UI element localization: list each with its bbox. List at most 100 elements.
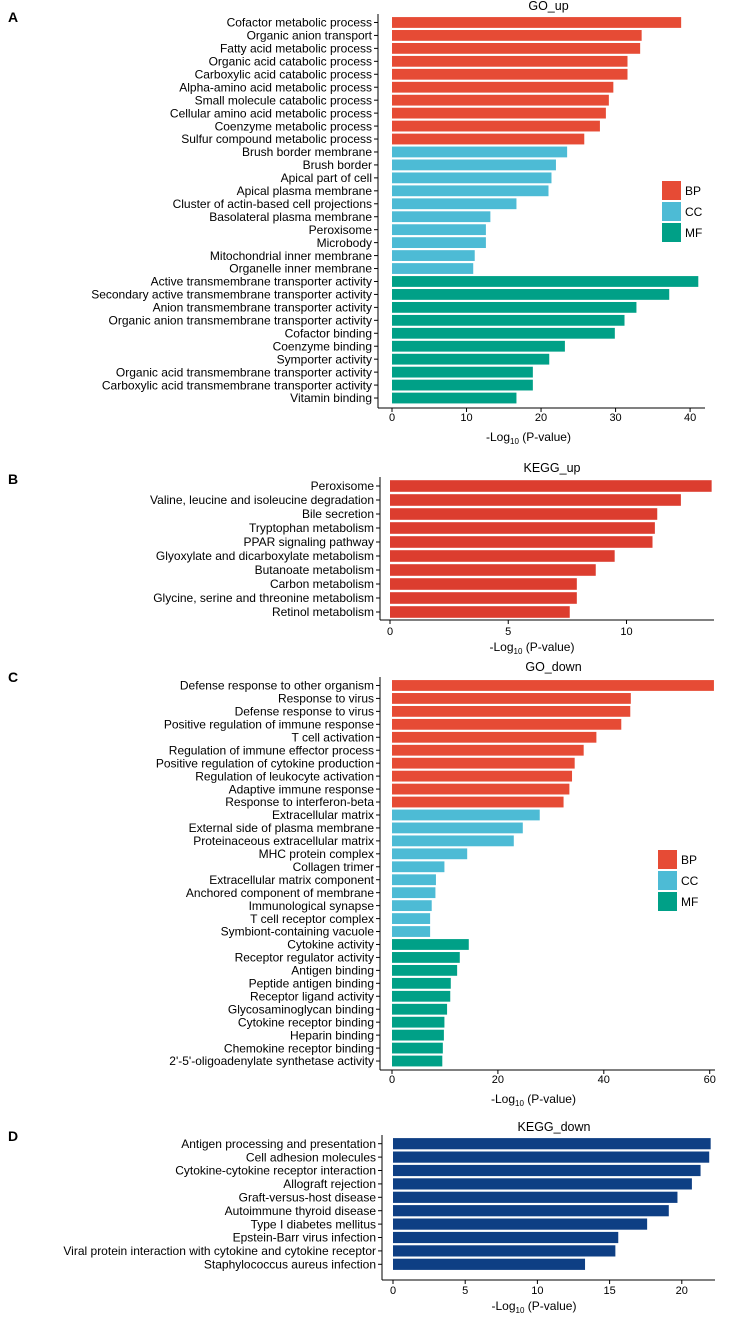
- chart-panel-d: D KEGG_down Antigen processing and present…: [8, 1120, 715, 1315]
- bar: [392, 327, 615, 339]
- bar: [390, 592, 577, 604]
- bar: [392, 107, 606, 119]
- bar: [392, 237, 486, 249]
- bar: [392, 861, 445, 873]
- x-tick-label: 0: [390, 1285, 396, 1297]
- bar: [393, 1191, 678, 1203]
- bar: [393, 1205, 669, 1217]
- category-label: Basolateral plasma membrane: [209, 210, 372, 224]
- bar: [392, 159, 556, 171]
- bar: [392, 198, 517, 210]
- category-label: Antigen processing and presentation: [181, 1137, 376, 1151]
- bar: [392, 796, 564, 808]
- chart-panel-a: A GO_up Cofactor metabolic process Organic …: [8, 0, 705, 446]
- legend-swatch: [662, 223, 681, 242]
- category-label: Graft-versus-host disease: [239, 1191, 377, 1205]
- category-label: Vitamin binding: [290, 391, 372, 405]
- x-tick-label: 0: [389, 412, 395, 424]
- chart-panel-c: C GO_down Defense response to other organi…: [8, 660, 716, 1108]
- category-label: Apical plasma membrane: [237, 184, 373, 198]
- bar: [393, 1151, 710, 1163]
- bar: [392, 1029, 444, 1041]
- x-tick-label: 20: [676, 1285, 688, 1297]
- x-tick-label: 10: [620, 626, 632, 638]
- legend: BP CC MF: [658, 850, 699, 911]
- legend-label: BP: [685, 184, 701, 198]
- category-label: Peroxisome: [311, 479, 375, 493]
- category-label: Autoimmune thyroid disease: [225, 1204, 377, 1218]
- bar: [393, 1245, 616, 1257]
- bar: [392, 211, 491, 223]
- bar: [390, 522, 655, 534]
- category-label: Carboxylic acid transmembrane transporte…: [102, 378, 372, 392]
- x-tick-label: 40: [684, 412, 696, 424]
- bar: [392, 1003, 448, 1015]
- bar: [392, 926, 431, 937]
- category-label: Bile secretion: [302, 507, 374, 521]
- bar: [393, 1218, 648, 1230]
- category-label: Cytokine receptor binding: [238, 1015, 374, 1029]
- category-label: Cofactor metabolic process: [227, 16, 372, 30]
- x-axis-label: -Log10 (P-value): [490, 640, 575, 656]
- bar: [392, 379, 533, 391]
- bar: [392, 120, 600, 132]
- category-label: 2'-5'-oligoadenylate synthetase activity: [169, 1054, 374, 1068]
- category-label: Epstein-Barr virus infection: [233, 1231, 376, 1245]
- category-label: Adaptive immune response: [229, 782, 375, 796]
- bar: [392, 301, 637, 313]
- panel-label: C: [8, 669, 18, 685]
- category-label: Glyoxylate and dicarboxylate metabolism: [156, 549, 374, 563]
- bar: [392, 744, 584, 756]
- bar: [392, 68, 628, 80]
- bar: [392, 874, 436, 886]
- category-label: Heparin binding: [290, 1028, 374, 1042]
- x-tick-label: 40: [598, 1074, 610, 1086]
- legend-swatch: [662, 202, 681, 221]
- category-label: PPAR signaling pathway: [243, 535, 374, 549]
- category-label: Extracellular matrix: [272, 808, 374, 822]
- category-label: Glycosaminoglycan binding: [228, 1002, 374, 1016]
- bar: [392, 353, 550, 365]
- category-label: Extracellular matrix component: [209, 873, 374, 887]
- category-label: Viral protein interaction with cytokine …: [63, 1244, 376, 1258]
- x-tick-label: 30: [609, 412, 621, 424]
- chart-title: GO_up: [528, 0, 568, 13]
- x-axis-label: -Log10 (P-value): [486, 430, 571, 446]
- bar: [392, 1055, 443, 1067]
- chart-title: GO_down: [525, 660, 581, 674]
- x-tick-label: 10: [531, 1285, 543, 1297]
- bar: [392, 900, 432, 912]
- legend-label: CC: [681, 874, 699, 888]
- category-label: Secondary active transmembrane transport…: [91, 288, 372, 302]
- category-label: Cellular amino acid metabolic process: [170, 106, 372, 120]
- panel-label: A: [8, 9, 18, 25]
- bar: [390, 550, 615, 562]
- category-label: Glycine, serine and threonine metabolism: [153, 591, 374, 605]
- category-label: Coenzyme metabolic process: [215, 119, 372, 133]
- category-label: Organic acid catabolic process: [209, 55, 372, 69]
- x-tick-label: 20: [492, 1074, 504, 1086]
- x-axis-label: -Log10 (P-value): [491, 1092, 576, 1108]
- chart-title: KEGG_up: [524, 461, 581, 475]
- bar: [392, 977, 451, 989]
- category-label: Alpha-amino acid metabolic process: [179, 80, 372, 94]
- x-tick-label: 0: [389, 1074, 395, 1086]
- legend-label: CC: [685, 205, 703, 219]
- category-label: Sulfur compound metabolic process: [181, 132, 372, 146]
- bar: [392, 887, 436, 899]
- bar: [390, 578, 577, 590]
- x-tick-label: 5: [505, 626, 511, 638]
- category-label: Cytokine-cytokine receptor interaction: [175, 1164, 376, 1178]
- bar: [392, 42, 641, 54]
- bar: [393, 1164, 701, 1177]
- bar: [392, 366, 533, 378]
- category-label: Carbon metabolism: [270, 577, 374, 591]
- bar: [392, 314, 625, 326]
- category-label: Response to interferon-beta: [225, 795, 374, 809]
- bar: [392, 185, 549, 197]
- category-label: T cell receptor complex: [250, 912, 374, 926]
- category-label: Cluster of actin-based cell projections: [173, 197, 372, 211]
- category-label: Symbiont-containing vacuole: [221, 925, 375, 939]
